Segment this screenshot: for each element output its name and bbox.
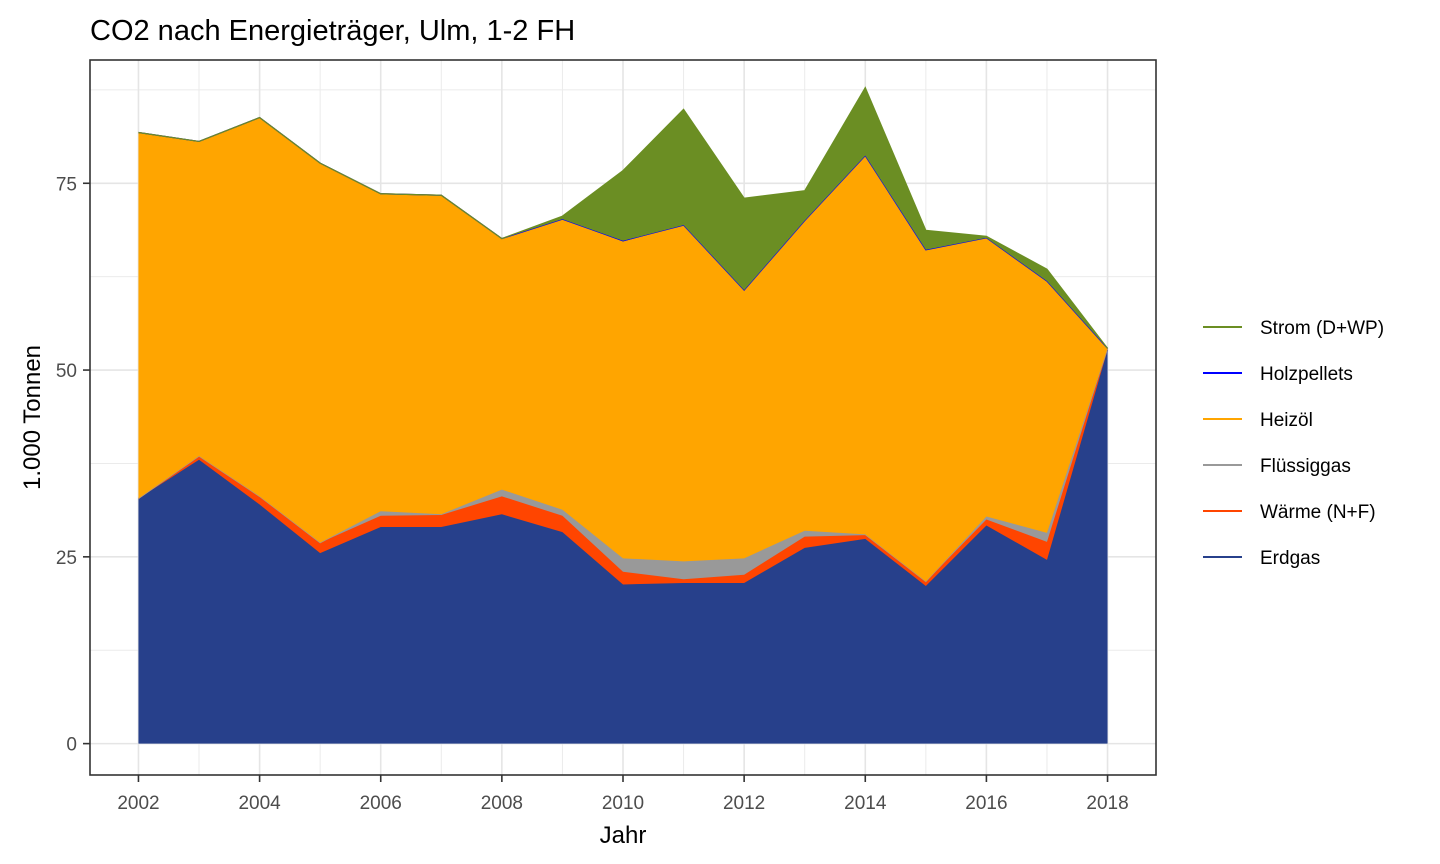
x-axis-title: Jahr [600,822,647,849]
legend-label: Strom (D+WP) [1260,318,1384,339]
x-tick-label: 2016 [965,793,1007,814]
x-axis: 2002 2004 2006 2008 2010 2012 2014 2016 2018 [117,775,1129,814]
x-tick-label: 2012 [723,793,765,814]
legend-label: Holzpellets [1260,364,1353,385]
legend-label: Erdgas [1260,548,1320,569]
legend-item-strom-d-wp: Strom (D+WP) [1203,318,1384,339]
x-tick-label: 2008 [481,793,523,814]
legend-item-wärme-n-f: Wärme (N+F) [1203,502,1376,523]
legend-item-heizöl: Heizöl [1203,410,1313,431]
legend-label: Wärme (N+F) [1260,502,1376,523]
y-tick-label: 0 [66,735,77,756]
y-axis-title: 1.000 Tonnen [19,345,46,490]
x-tick-label: 2002 [117,793,159,814]
area-line-strom-d-wp [138,86,1109,349]
x-tick-label: 2018 [1086,793,1128,814]
area-wärme-n-f [138,348,1108,586]
x-tick-label: 2004 [238,793,281,814]
x-tick-label: 2010 [602,793,644,814]
legend-label: Flüssiggas [1260,456,1351,477]
x-tick-label: 2006 [360,793,402,814]
legend-label: Heizöl [1260,410,1313,431]
y-tick-label: 50 [56,361,77,382]
area-erdgas [138,349,1108,744]
area-strom-d-wp [138,87,1108,349]
chart-title: CO2 nach Energieträger, Ulm, 1-2 FH [90,15,575,47]
stacked-areas [138,86,1109,744]
y-tick-label: 25 [56,548,77,569]
y-tick-label: 75 [56,174,77,195]
legend-item-erdgas: Erdgas [1203,548,1320,569]
legend-item-holzpellets: Holzpellets [1203,364,1353,385]
y-axis: 0 25 50 75 [56,174,90,756]
area-heizöl [138,117,1108,582]
legend: Strom (D+WP) Holzpellets Heizöl Flüssiggas W… [1203,318,1384,569]
x-tick-label: 2014 [844,793,887,814]
legend-item-flüssiggas: Flüssiggas [1203,456,1351,477]
